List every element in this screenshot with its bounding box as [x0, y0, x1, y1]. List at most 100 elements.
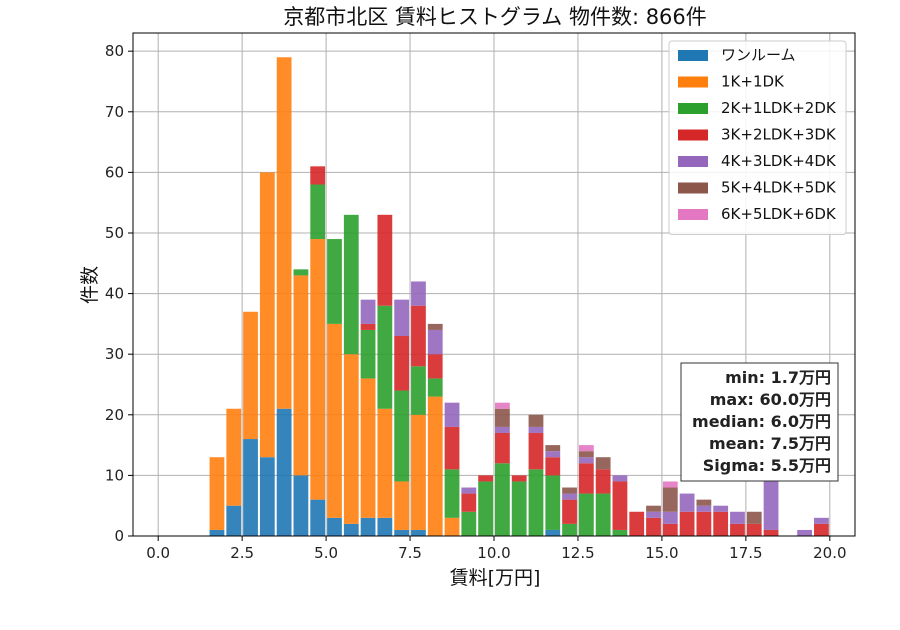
histogram-bar	[629, 511, 645, 536]
y-tick-label: 50	[105, 224, 124, 242]
histogram-bar	[679, 493, 695, 512]
x-tick-label: 20.0	[813, 544, 846, 562]
histogram-bar	[797, 529, 813, 536]
histogram-bar	[243, 311, 258, 440]
histogram-bar	[226, 505, 242, 536]
histogram-bar	[578, 457, 594, 464]
x-tick-label: 7.5	[398, 544, 422, 562]
histogram-bar	[394, 336, 410, 391]
legend-swatch	[678, 182, 708, 194]
chart-title: 京都市北区 賃料ヒストグラム 物件数: 866件	[283, 5, 707, 29]
histogram-bar	[662, 511, 678, 524]
y-tick-label: 80	[105, 42, 124, 60]
stats-box: min: 1.7万円 max: 60.0万円 median: 6.0万円 mean: …	[680, 362, 839, 482]
histogram-bar	[209, 529, 225, 536]
histogram-bar	[495, 432, 510, 464]
histogram-bar	[411, 529, 426, 536]
histogram-bar	[360, 323, 376, 330]
legend-label: 6K+5LDK+6DK	[721, 205, 837, 223]
histogram-bar	[528, 469, 544, 536]
histogram-bar	[259, 172, 275, 458]
stats-line: min: 1.7万円	[725, 368, 831, 387]
histogram-bar	[377, 305, 393, 409]
histogram-bar	[293, 269, 309, 276]
histogram-bar	[427, 354, 443, 379]
y-axis-label: 件数	[79, 266, 101, 304]
histogram-bar	[343, 354, 359, 524]
histogram-bar	[528, 432, 544, 470]
x-tick-label: 12.5	[561, 544, 594, 562]
histogram-bar	[276, 57, 292, 409]
histogram-bar	[427, 323, 443, 330]
histogram-bar	[679, 511, 695, 536]
histogram-bar	[578, 451, 594, 458]
histogram-bar	[646, 517, 661, 536]
histogram-bar	[427, 378, 443, 397]
histogram-bar	[713, 505, 729, 512]
histogram-bar	[662, 481, 678, 488]
histogram-bar	[411, 366, 426, 415]
legend: ワンルーム 1K+1DK 2K+1LDK+2DK 3K+2LDK+3DK 4K+3LDK…	[668, 40, 847, 235]
histogram-bar	[612, 475, 628, 482]
histogram-bar	[730, 523, 745, 536]
histogram-bar	[612, 529, 628, 536]
legend-label: 5K+4LDK+5DK	[721, 179, 837, 197]
legend-box	[668, 40, 847, 235]
histogram-bar	[696, 505, 712, 512]
legend-label: 1K+1DK	[721, 73, 785, 91]
y-tick-label: 20	[105, 406, 124, 424]
histogram-bar	[478, 481, 493, 536]
y-axis-ticks: 0 10 20 30 40 50 60 70 80	[105, 42, 133, 545]
legend-swatch	[678, 209, 708, 220]
x-tick-label: 17.5	[729, 544, 762, 562]
histogram-bar	[595, 493, 611, 536]
histogram-bar	[495, 408, 510, 427]
y-tick-label: 70	[105, 103, 124, 121]
y-tick-label: 60	[105, 163, 124, 181]
histogram-bar	[578, 445, 594, 452]
histogram-bar	[814, 523, 829, 536]
histogram-bar	[444, 402, 460, 427]
histogram-bar	[276, 408, 292, 536]
legend-swatch	[678, 50, 708, 61]
histogram-bar	[360, 517, 376, 536]
histogram-bar	[461, 493, 477, 512]
histogram-bar	[360, 329, 376, 379]
histogram-bar	[545, 529, 561, 536]
histogram-bar	[259, 457, 275, 536]
histogram-bar	[310, 184, 326, 240]
histogram-bar	[730, 511, 745, 524]
histogram-bar	[495, 402, 510, 409]
histogram-bar	[293, 475, 309, 536]
histogram-bar	[327, 517, 342, 536]
histogram-bar	[662, 523, 678, 536]
histogram-bar	[662, 487, 678, 512]
legend-label: 4K+3LDK+4DK	[721, 152, 837, 170]
histogram-bar	[310, 499, 326, 536]
histogram-bar	[578, 463, 594, 494]
histogram-bar	[545, 445, 561, 452]
histogram-bar	[562, 499, 577, 524]
x-tick-label: 15.0	[645, 544, 678, 562]
histogram-bar	[461, 511, 477, 536]
histogram-bar	[377, 408, 393, 518]
stats-line: max: 60.0万円	[710, 390, 831, 409]
histogram-bar	[763, 529, 779, 536]
stats-line: Sigma: 5.5万円	[703, 456, 831, 475]
legend-label: ワンルーム	[721, 46, 796, 64]
x-tick-label: 5.0	[314, 544, 338, 562]
histogram-bar	[343, 523, 359, 536]
histogram-bar	[461, 487, 477, 494]
histogram-bar	[411, 281, 426, 306]
histogram-bar	[612, 481, 628, 530]
histogram-bars	[209, 57, 829, 536]
y-tick-label: 0	[114, 527, 124, 545]
y-tick-label: 30	[105, 345, 124, 363]
histogram-bar	[209, 457, 225, 530]
legend-swatch	[678, 129, 708, 141]
histogram-bar	[411, 414, 426, 530]
histogram-bar	[562, 523, 577, 536]
histogram-bar	[243, 439, 258, 536]
histogram-bar	[646, 511, 661, 518]
